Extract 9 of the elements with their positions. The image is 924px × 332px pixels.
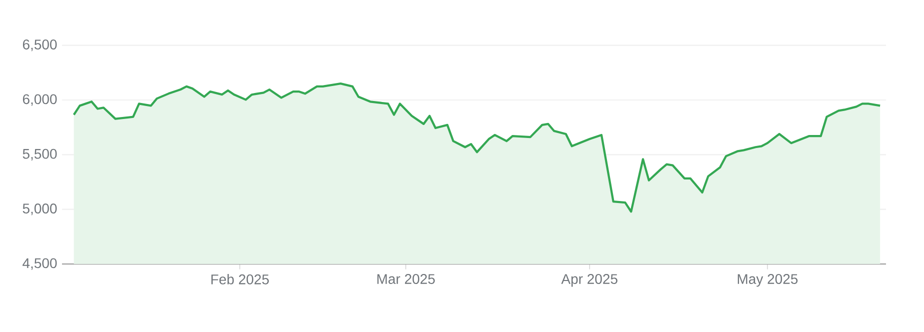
x-tick-label: Feb 2025 (211, 274, 269, 284)
y-tick-label: 6,000 (22, 94, 57, 106)
y-tick-label: 6,500 (22, 40, 57, 52)
y-tick-label: 4,500 (22, 258, 57, 270)
x-tick-label: Mar 2025 (377, 274, 435, 284)
x-tick-label: May 2025 (738, 274, 798, 287)
y-tick-label: 5,000 (22, 204, 57, 216)
y-tick-label: 5,500 (22, 148, 57, 160)
x-tick-label: Apr 2025 (561, 274, 618, 287)
